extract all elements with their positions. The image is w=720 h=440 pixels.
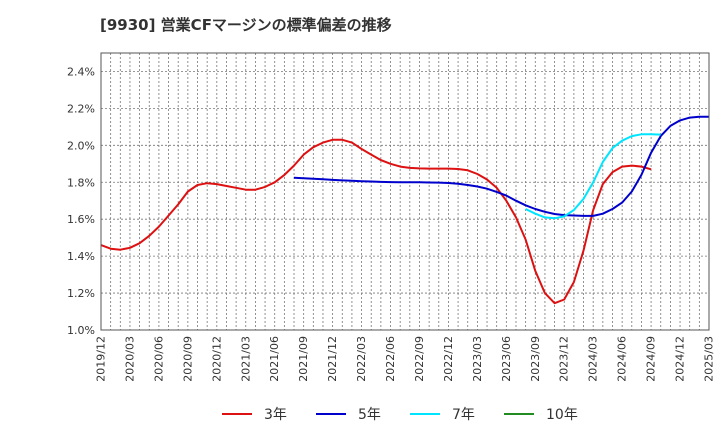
y-tick-label: 1.0%: [67, 324, 95, 337]
x-tick-label: 2022/06: [384, 336, 397, 382]
x-tick-label: 2024/09: [645, 336, 658, 382]
y-tick-label: 1.2%: [67, 287, 95, 300]
y-tick-label: 2.0%: [67, 139, 95, 152]
x-tick-label: 2022/12: [442, 336, 455, 382]
x-tick-label: 2024/03: [587, 336, 600, 382]
legend-label: 10年: [546, 407, 578, 423]
x-tick-label: 2020/09: [181, 336, 194, 382]
series-line-3年: [100, 138, 652, 305]
y-tick-label: 1.8%: [67, 176, 95, 189]
x-tick-label: 2023/06: [500, 336, 513, 382]
y-tick-label: 2.2%: [67, 102, 95, 115]
plot-frame: [100, 52, 710, 331]
legend: 3年 5年 7年 10年: [222, 407, 578, 423]
y-axis: 1.0% 1.2% 1.4% 1.6% 1.8% 2.0% 2.2% 2.4%: [67, 65, 95, 337]
legend-label: 3年: [264, 407, 287, 423]
x-tick-label: 2021/06: [268, 336, 281, 382]
chart-title: [9930] 営業CFマージンの標準偏差の推移: [100, 16, 392, 34]
legend-label: 7年: [452, 407, 475, 423]
x-tick-label: 2023/12: [558, 336, 571, 382]
x-axis: 2019/12 2020/03 2020/06 2020/09 2020/12 2021/…: [95, 336, 716, 382]
x-tick-label: 2021/09: [297, 336, 310, 382]
x-tick-label: 2023/03: [471, 336, 484, 382]
plot-area: [101, 53, 709, 330]
x-tick-label: 2022/09: [413, 336, 426, 382]
x-tick-label: 2024/06: [616, 336, 629, 382]
x-tick-label: 2023/09: [529, 336, 542, 382]
x-tick-label: 2021/03: [239, 336, 252, 382]
y-tick-label: 2.4%: [67, 65, 95, 78]
x-tick-label: 2021/12: [326, 336, 339, 382]
x-tick-label: 2020/06: [152, 336, 165, 382]
x-tick-label: 2020/03: [123, 336, 136, 382]
series-lines: [100, 115, 709, 305]
series-line-5年: [293, 115, 709, 217]
x-tick-label: 2024/12: [674, 336, 687, 382]
x-tick-label: 2022/03: [355, 336, 368, 382]
x-tick-label: 2019/12: [95, 336, 108, 382]
legend-label: 5年: [358, 407, 381, 423]
x-tick-label: 2025/03: [703, 336, 716, 382]
y-tick-label: 1.6%: [67, 213, 95, 226]
x-tick-label: 2020/12: [210, 336, 223, 382]
y-tick-label: 1.4%: [67, 250, 95, 263]
series-line-7年: [525, 133, 661, 220]
